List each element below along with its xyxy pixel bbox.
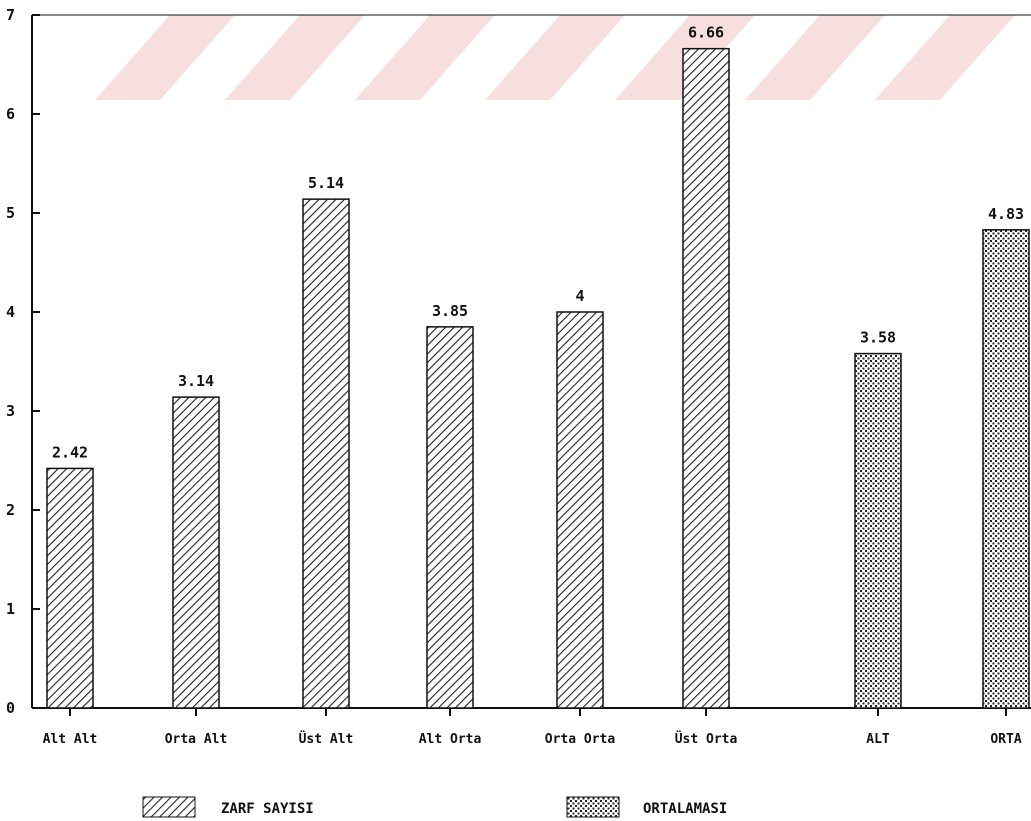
bar-ortalamasi	[854, 352, 902, 709]
x-tick-label: Üst Alt	[299, 731, 354, 747]
y-tick-label: 5	[6, 204, 15, 222]
y-tick-label: 7	[6, 6, 15, 24]
x-tick-label: ALT	[866, 732, 890, 747]
legend-label-zarf-sayisi: ZARF SAYISI	[221, 801, 314, 817]
legend-label-ortalamasi: ORTALAMASI	[643, 801, 727, 817]
x-tick-label: Orta Orta	[545, 732, 616, 747]
data-label: 3.85	[432, 302, 468, 320]
bar-zarf-sayisi	[172, 396, 220, 709]
data-label: 5.14	[308, 174, 344, 192]
bar-ortalamasi	[982, 229, 1030, 709]
data-label: 4.83	[988, 205, 1024, 223]
bar-zarf-sayisi	[46, 467, 94, 709]
y-tick-label: 6	[6, 105, 15, 123]
y-tick-label: 1	[6, 600, 15, 618]
data-label: 6.66	[688, 24, 724, 42]
y-tick-label: 3	[6, 402, 15, 420]
x-tick-label: Üst Orta	[675, 731, 738, 747]
y-tick-label: 2	[6, 501, 15, 519]
x-tick-label: Alt Alt	[43, 732, 98, 747]
data-label: 2.42	[52, 443, 88, 461]
x-tick-label: ORTA	[990, 732, 1021, 747]
x-tick-label: Orta Alt	[165, 732, 228, 747]
bar-zarf-sayisi	[426, 326, 474, 709]
bar-zarf-sayisi	[682, 47, 730, 709]
data-label: 4	[575, 287, 584, 305]
bar-zarf-sayisi	[302, 198, 350, 709]
legend-swatch-ortalamasi	[566, 796, 620, 818]
plot-area: 0 1 2 3 4 5 6 7 Alt Alt 2.42 Orta Alt 3.14 Üst Alt 5.…	[6, 6, 1031, 747]
legend-swatch-zarf-sayisi	[142, 796, 196, 818]
data-label: 3.58	[860, 329, 896, 347]
y-tick-label: 4	[6, 303, 15, 321]
y-tick-label: 0	[6, 699, 15, 717]
bar-zarf-sayisi	[556, 311, 604, 709]
watermark-stripes	[95, 15, 1015, 100]
data-label: 3.14	[178, 372, 214, 390]
legend: ZARF SAYISI ORTALAMASI	[142, 796, 727, 818]
x-tick-label: Alt Orta	[419, 732, 482, 747]
